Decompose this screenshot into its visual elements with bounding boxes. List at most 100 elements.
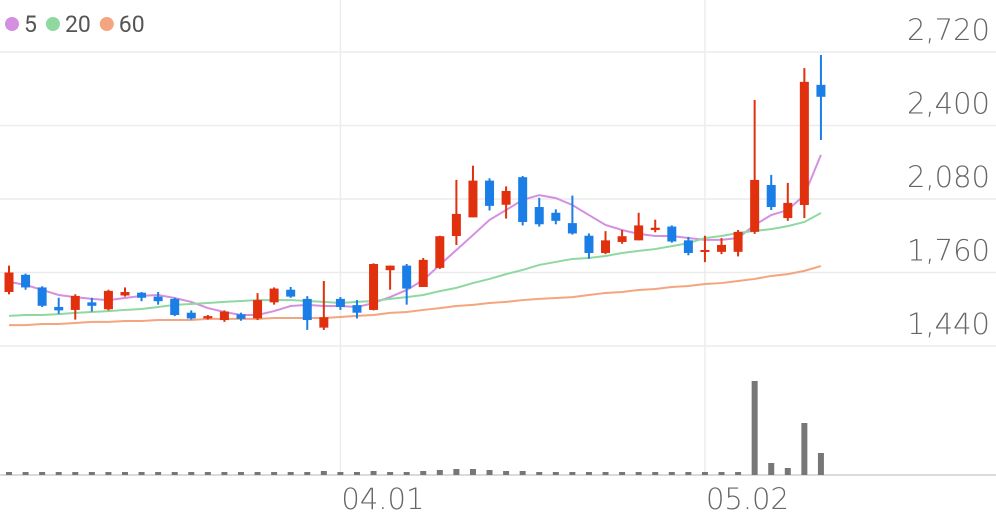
legend-dot [45,17,60,31]
volume-bar [22,472,29,475]
candle-body [335,298,345,307]
candle-body [468,180,478,218]
volume-bar [188,472,195,475]
candle-body [37,287,47,306]
candle-body [253,300,263,319]
candle-body [153,296,163,302]
candle-body [717,244,727,252]
volume-bar [387,472,394,475]
volume-bar [685,472,692,475]
volume-bar [39,472,46,475]
volume-bar [353,472,360,475]
candle-body [4,272,14,293]
volume-bar [668,472,675,475]
volume-bar [751,381,758,475]
candle-body [567,223,577,234]
y-tick-label: 1,760 [907,234,990,268]
candle-body [501,190,511,205]
candle-body [601,240,611,253]
volume-bar [503,471,510,475]
volume-bar [536,472,543,475]
volume-bar [718,472,725,475]
volume-bar [469,469,476,475]
candle-body [385,265,395,271]
candle-body [518,177,528,222]
volume-bar [287,472,294,475]
candle-body [700,249,710,252]
volume-bar [569,472,576,475]
volume-bar [204,472,211,475]
volume-bar [585,472,592,475]
volume-bar [370,471,377,475]
volume-bar [701,472,708,475]
volume-bar [320,471,327,475]
candle-body [534,207,544,225]
volume-bar [88,472,95,475]
volume-bar [635,472,642,475]
volume-bar [403,472,410,475]
volume-bar [602,472,609,475]
candle-body [352,305,362,313]
volume-bar [121,472,128,475]
candle-body [418,259,428,287]
volume-bar [72,472,79,475]
candle-body [236,314,246,319]
volume-bar [817,453,824,475]
candle-body [783,202,793,219]
volume-bar [652,472,659,475]
candle-body [203,316,213,319]
volume-bar [436,470,443,475]
candle-body [451,213,461,236]
volume-bar [768,463,775,475]
candle-body [70,295,80,310]
volume-bar [337,472,344,475]
candle-body [435,236,445,268]
candle-body [54,306,64,311]
candle-body [617,236,627,242]
volume-bar [735,472,742,475]
volume-bar [105,472,112,475]
candle-body [634,225,644,241]
candle-body [369,264,379,310]
y-tick-label: 2,080 [907,160,990,194]
legend-dot [99,17,114,31]
volume-bar [171,472,178,475]
candle-body [733,231,743,252]
volume-bar [801,423,808,475]
volume-bar [55,472,62,475]
candle-body [269,288,279,303]
candle-body [170,298,180,315]
volume-bar [519,471,526,475]
candle-body [302,298,312,321]
volume-bar [453,469,460,475]
legend-label: 60 [119,11,145,38]
candle-body [219,311,229,321]
candle-body [286,289,296,297]
candle-body [584,235,594,253]
volume-bar [6,472,12,475]
candle-body [21,274,31,288]
candle-body [402,265,412,289]
candle-body [87,302,97,306]
legend-label: 5 [24,11,37,38]
y-tick-label: 2,400 [907,87,990,121]
volume-bar [138,472,145,475]
volume-bar [486,470,493,475]
candle-body [186,312,196,319]
volume-bar [221,472,228,475]
volume-bar [155,472,162,475]
candle-body [120,292,130,296]
candle-body [816,84,826,97]
candle-body [799,81,809,205]
moving-average-line [9,265,822,327]
x-tick-label: 04.01 [341,482,424,516]
legend-label: 20 [65,11,91,38]
legend-dot [5,17,19,31]
volume-bar [619,472,626,475]
candle-body [319,317,329,328]
candle-body [137,292,147,298]
volume-bar [304,472,311,475]
candle-body [766,184,776,208]
